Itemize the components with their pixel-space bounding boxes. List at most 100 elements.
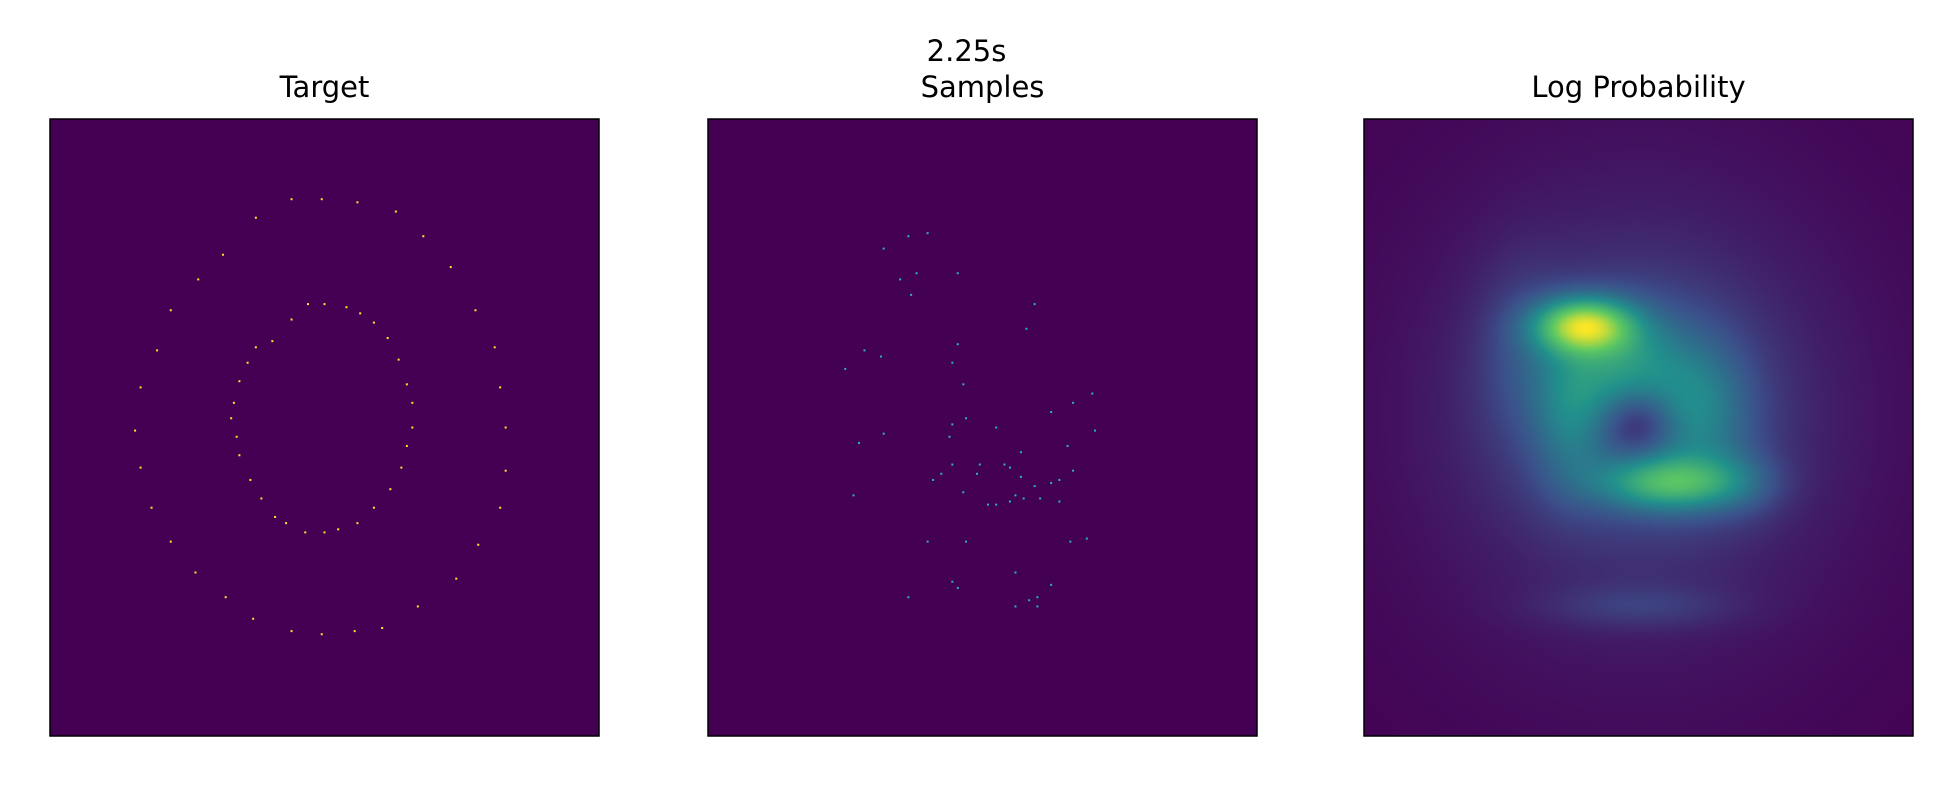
data-point: [320, 633, 323, 636]
data-point: [260, 497, 263, 500]
data-point: [940, 472, 943, 475]
samples-frame: [707, 118, 1258, 737]
data-point: [956, 343, 959, 346]
data-point: [1028, 599, 1031, 602]
data-point: [290, 318, 293, 321]
data-point: [386, 337, 389, 340]
data-point: [356, 522, 359, 525]
data-point: [951, 580, 954, 583]
data-point: [238, 380, 241, 383]
data-point: [1058, 478, 1061, 481]
data-point: [230, 417, 233, 420]
data-point: [504, 469, 507, 472]
data-point: [1036, 605, 1039, 608]
data-point: [1058, 500, 1061, 503]
data-point: [882, 247, 885, 250]
data-point: [345, 306, 348, 309]
figure-suptitle: 2.25s: [926, 34, 1007, 68]
log-probability-frame: [1363, 118, 1914, 737]
data-point: [499, 386, 502, 389]
log-probability-panel: [1363, 118, 1914, 737]
panel-title-target: Target: [279, 70, 370, 104]
target-plot-area: [50, 119, 599, 736]
data-point: [271, 340, 274, 343]
data-point: [359, 312, 362, 315]
log-probability-heatmap: [1364, 119, 1913, 736]
data-point: [1014, 571, 1017, 574]
data-point: [134, 429, 137, 432]
data-point: [232, 401, 235, 404]
data-point: [986, 503, 989, 506]
data-point: [477, 543, 480, 546]
data-point: [274, 515, 277, 518]
data-point: [455, 577, 458, 580]
data-point: [221, 253, 224, 256]
data-point: [400, 466, 403, 469]
data-point: [1072, 469, 1075, 472]
data-point: [910, 293, 913, 296]
data-point: [899, 278, 902, 281]
data-point: [150, 506, 153, 509]
data-point: [956, 272, 959, 275]
data-point: [353, 630, 356, 633]
data-point: [951, 361, 954, 364]
data-point: [1050, 482, 1053, 485]
data-point: [1036, 596, 1039, 599]
samples-plot-area: [708, 119, 1257, 736]
data-point: [962, 383, 965, 386]
data-point: [965, 540, 968, 543]
data-point: [879, 355, 882, 358]
data-point: [932, 478, 935, 481]
data-point: [1072, 401, 1075, 404]
data-point: [197, 278, 200, 281]
data-point: [1025, 327, 1028, 330]
data-point: [926, 540, 929, 543]
data-point: [372, 321, 375, 324]
data-point: [323, 303, 326, 306]
data-point: [1022, 497, 1025, 500]
data-point: [224, 596, 227, 599]
data-point: [356, 201, 359, 204]
data-point: [422, 235, 425, 238]
panel-title-samples: Samples: [920, 70, 1045, 104]
data-point: [304, 531, 307, 534]
data-point: [411, 426, 414, 429]
data-point: [1019, 475, 1022, 478]
data-point: [907, 235, 910, 238]
data-point: [238, 454, 241, 457]
data-point: [1066, 445, 1069, 448]
data-point: [976, 472, 979, 475]
data-point: [285, 522, 288, 525]
data-point: [1019, 451, 1022, 454]
data-point: [323, 531, 326, 534]
data-point: [169, 540, 172, 543]
data-point: [254, 216, 257, 219]
data-point: [962, 491, 965, 494]
data-point: [252, 617, 255, 620]
data-point: [416, 605, 419, 608]
data-point: [504, 426, 507, 429]
data-point: [852, 494, 855, 497]
data-point: [1003, 463, 1006, 466]
data-point: [1033, 485, 1036, 488]
target-frame: [49, 118, 600, 737]
data-point: [474, 309, 477, 312]
data-point: [948, 435, 951, 438]
panel-title-log-probability: Log Probability: [1531, 70, 1746, 104]
target-points: [134, 198, 507, 636]
data-point: [995, 503, 998, 506]
data-point: [246, 361, 249, 364]
data-point: [337, 528, 340, 531]
data-point: [1050, 411, 1053, 414]
data-point: [235, 435, 238, 438]
data-point: [1033, 303, 1036, 306]
samples-panel: [707, 118, 1258, 737]
data-point: [290, 630, 293, 633]
data-point: [394, 210, 397, 213]
data-point: [254, 346, 257, 349]
data-point: [863, 349, 866, 352]
data-point: [194, 571, 197, 574]
data-point: [290, 198, 293, 201]
data-point: [381, 627, 384, 630]
